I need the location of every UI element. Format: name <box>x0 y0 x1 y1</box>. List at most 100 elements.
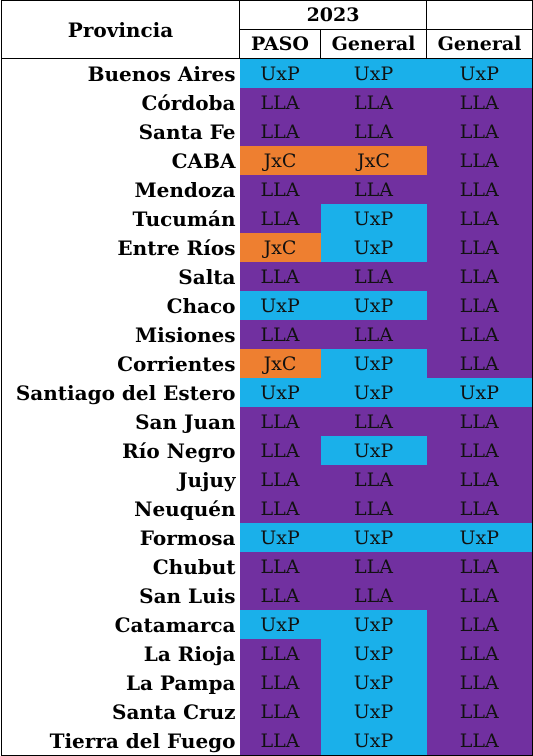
result-cell: LLA <box>239 175 321 204</box>
column-header-paso: PASO <box>239 29 321 59</box>
result-cell: UxP <box>320 668 427 697</box>
year-header: 2023 <box>238 0 428 30</box>
result-cell: LLA <box>239 494 321 523</box>
result-cell: LLA <box>426 610 533 639</box>
result-cell: UxP <box>320 291 427 320</box>
province-name: Chubut <box>1 552 240 581</box>
result-cell: LLA <box>426 291 533 320</box>
result-cell: UxP <box>426 378 533 407</box>
result-cell: LLA <box>320 320 427 349</box>
province-name: Río Negro <box>1 436 240 465</box>
result-cell: LLA <box>239 436 321 465</box>
table-row: Buenos Aires UxP UxP UxP <box>1 58 533 88</box>
result-cell: UxP <box>320 58 427 88</box>
result-cell: LLA <box>239 581 321 610</box>
province-name: San Juan <box>1 407 240 436</box>
table-row: Corrientes JxC UxP LLA <box>1 349 533 378</box>
result-cell: UxP <box>239 378 321 407</box>
result-cell: UxP <box>239 58 321 88</box>
table-row: San Luis LLA LLA LLA <box>1 581 533 610</box>
result-cell: LLA <box>239 668 321 697</box>
province-name: Tucumán <box>1 204 240 233</box>
result-cell: LLA <box>426 349 533 378</box>
result-cell: LLA <box>239 407 321 436</box>
result-cell: LLA <box>426 494 533 523</box>
result-cell: UxP <box>320 349 427 378</box>
result-cell: LLA <box>320 175 427 204</box>
result-cell: LLA <box>426 697 533 726</box>
result-cell: LLA <box>426 668 533 697</box>
table-row: Mendoza LLA LLA LLA <box>1 175 533 204</box>
result-cell: LLA <box>239 88 321 117</box>
table-row: Jujuy LLA LLA LLA <box>1 465 533 494</box>
result-cell: LLA <box>239 262 321 291</box>
result-cell: LLA <box>320 581 427 610</box>
result-cell: LLA <box>426 581 533 610</box>
result-cell: LLA <box>239 465 321 494</box>
provincia-header: Provincia <box>1 0 240 59</box>
year-header-blank <box>426 0 533 30</box>
result-cell: LLA <box>320 88 427 117</box>
result-cell: UxP <box>320 697 427 726</box>
province-name: Mendoza <box>1 175 240 204</box>
result-cell: JxC <box>239 349 321 378</box>
result-cell: LLA <box>320 552 427 581</box>
province-name: Tierra del Fuego <box>1 726 240 756</box>
province-name: La Rioja <box>1 639 240 668</box>
result-cell: LLA <box>426 407 533 436</box>
table-row: La Rioja LLA UxP LLA <box>1 639 533 668</box>
result-cell: LLA <box>426 436 533 465</box>
table-row: Catamarca UxP UxP LLA <box>1 610 533 639</box>
province-name: Corrientes <box>1 349 240 378</box>
result-cell: LLA <box>239 639 321 668</box>
result-cell: LLA <box>426 639 533 668</box>
table-row: La Pampa LLA UxP LLA <box>1 668 533 697</box>
result-cell: UxP <box>239 523 321 552</box>
result-cell: LLA <box>320 494 427 523</box>
province-name: Entre Ríos <box>1 233 240 262</box>
result-cell: UxP <box>239 610 321 639</box>
province-name: Buenos Aires <box>1 58 240 88</box>
province-name: Catamarca <box>1 610 240 639</box>
province-name: Chaco <box>1 291 240 320</box>
result-cell: LLA <box>239 320 321 349</box>
result-cell: LLA <box>426 320 533 349</box>
province-name: Santiago del Estero <box>1 378 240 407</box>
table-row: Santiago del Estero UxP UxP UxP <box>1 378 533 407</box>
table-header: Provincia 2023 PASO General General <box>1 0 533 59</box>
province-name: Córdoba <box>1 88 240 117</box>
province-name: Santa Cruz <box>1 697 240 726</box>
province-name: Neuquén <box>1 494 240 523</box>
result-cell: UxP <box>320 233 427 262</box>
table-row: Río Negro LLA UxP LLA <box>1 436 533 465</box>
result-cell: UxP <box>320 639 427 668</box>
table-row: Chaco UxP UxP LLA <box>1 291 533 320</box>
column-header-general-1: General <box>319 29 428 59</box>
table-row: Formosa UxP UxP UxP <box>1 523 533 552</box>
result-cell: JxC <box>239 146 321 175</box>
table-row: Chubut LLA LLA LLA <box>1 552 533 581</box>
province-name: Formosa <box>1 523 240 552</box>
column-header-general-2: General <box>426 29 533 59</box>
result-cell: UxP <box>320 523 427 552</box>
result-cell: LLA <box>426 262 533 291</box>
result-cell: LLA <box>426 146 533 175</box>
province-name: Salta <box>1 262 240 291</box>
table-row: Santa Fe LLA LLA LLA <box>1 117 533 146</box>
table-row: Córdoba LLA LLA LLA <box>1 88 533 117</box>
result-cell: LLA <box>239 552 321 581</box>
result-cell: LLA <box>426 465 533 494</box>
result-cell: LLA <box>320 117 427 146</box>
result-cell: JxC <box>320 146 427 175</box>
province-name: CABA <box>1 146 240 175</box>
result-cell: UxP <box>426 523 533 552</box>
result-cell: LLA <box>426 233 533 262</box>
table-row: CABA JxC JxC LLA <box>1 146 533 175</box>
province-name: Santa Fe <box>1 117 240 146</box>
province-name: Misiones <box>1 320 240 349</box>
result-cell: UxP <box>320 436 427 465</box>
result-cell: LLA <box>239 726 321 756</box>
table-row: Tucumán LLA UxP LLA <box>1 204 533 233</box>
result-cell: UxP <box>320 610 427 639</box>
